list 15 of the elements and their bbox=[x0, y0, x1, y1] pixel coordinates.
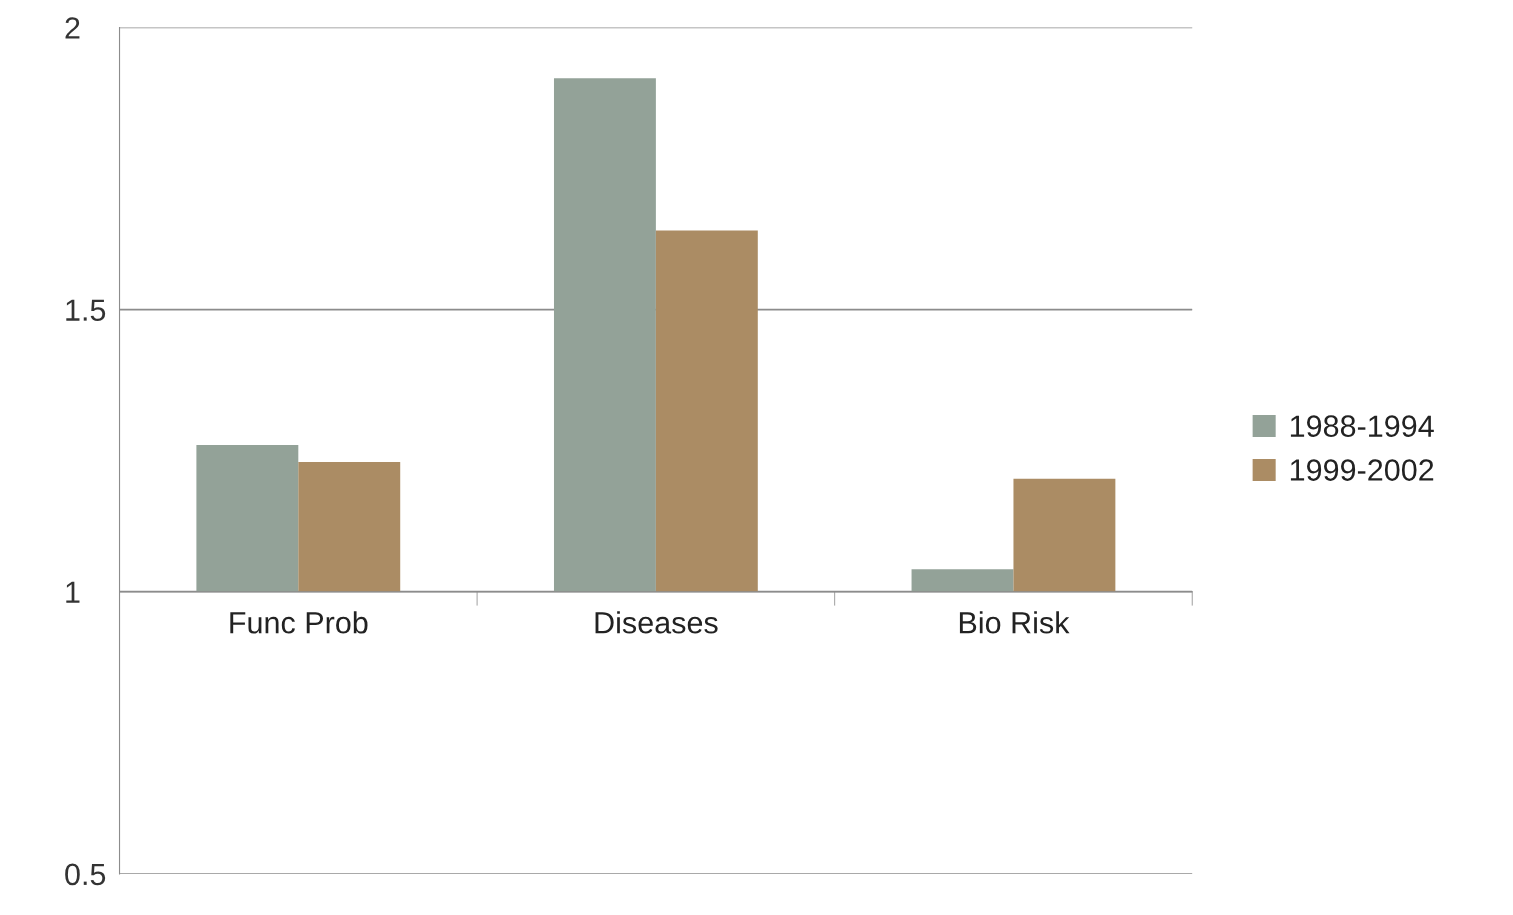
bar bbox=[1013, 478, 1116, 592]
y-tick-label: 1.5 bbox=[66, 299, 106, 321]
y-tick-label: 2 bbox=[65, 17, 80, 39]
y-tick-label: 0.5 bbox=[65, 863, 106, 886]
bar bbox=[553, 78, 656, 592]
x-tick-label: Diseases bbox=[595, 611, 718, 634]
bar bbox=[196, 445, 299, 592]
bar bbox=[655, 230, 758, 592]
x-tick-label: Func Prob bbox=[230, 611, 368, 634]
legend-label: 1988-1994 bbox=[1290, 415, 1434, 437]
bar bbox=[911, 569, 1014, 592]
legend-label: 1999-2002 bbox=[1290, 459, 1434, 481]
y-tick-label: 1 bbox=[66, 581, 80, 603]
x-tick-label: Bio Risk bbox=[959, 611, 1070, 634]
bar bbox=[298, 461, 401, 592]
